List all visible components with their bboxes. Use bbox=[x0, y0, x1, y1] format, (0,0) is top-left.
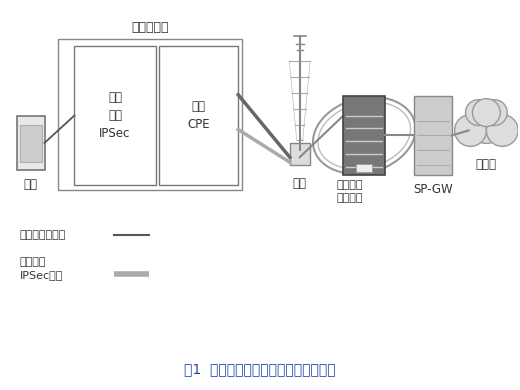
Text: 图1  固定翼式无人机机载系统组网架构: 图1 固定翼式无人机机载系统组网架构 bbox=[184, 363, 336, 377]
Circle shape bbox=[454, 115, 486, 146]
Text: 机载
基站
IPSec: 机载 基站 IPSec bbox=[99, 91, 131, 140]
Text: 回传
CPE: 回传 CPE bbox=[187, 100, 210, 131]
Circle shape bbox=[469, 108, 504, 144]
Text: 终端用户面路径: 终端用户面路径 bbox=[20, 230, 66, 240]
Bar bbox=[356, 164, 372, 172]
Text: 机载基站
安全网关: 机载基站 安全网关 bbox=[336, 180, 362, 203]
Text: 上飞机设备: 上飞机设备 bbox=[132, 21, 169, 34]
Circle shape bbox=[473, 99, 500, 126]
Bar bbox=[74, 46, 156, 185]
Bar bbox=[414, 96, 452, 175]
Bar bbox=[17, 115, 45, 170]
Circle shape bbox=[486, 115, 518, 146]
Text: 互联网: 互联网 bbox=[476, 158, 497, 171]
Text: 宏站: 宏站 bbox=[293, 177, 307, 190]
Text: 终端: 终端 bbox=[23, 178, 37, 191]
Bar bbox=[58, 39, 242, 190]
Circle shape bbox=[465, 100, 491, 126]
Circle shape bbox=[482, 100, 507, 126]
Text: 机载基站
IPSec路径: 机载基站 IPSec路径 bbox=[20, 257, 63, 280]
Bar bbox=[20, 126, 42, 162]
Bar bbox=[159, 46, 238, 185]
Bar bbox=[343, 96, 385, 175]
Bar bbox=[290, 144, 309, 165]
Text: SP-GW: SP-GW bbox=[413, 183, 452, 196]
Circle shape bbox=[28, 164, 33, 169]
